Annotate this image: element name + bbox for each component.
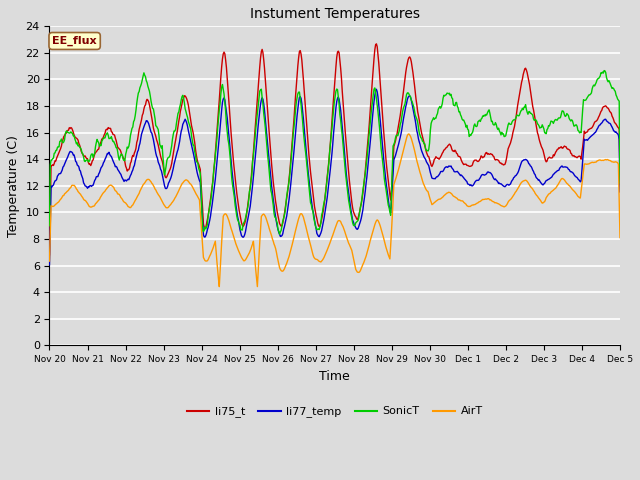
- Legend: li75_t, li77_temp, SonicT, AirT: li75_t, li77_temp, SonicT, AirT: [182, 402, 487, 422]
- Y-axis label: Temperature (C): Temperature (C): [7, 135, 20, 237]
- X-axis label: Time: Time: [319, 370, 350, 383]
- Text: EE_flux: EE_flux: [52, 36, 97, 46]
- Title: Instument Temperatures: Instument Temperatures: [250, 7, 420, 21]
